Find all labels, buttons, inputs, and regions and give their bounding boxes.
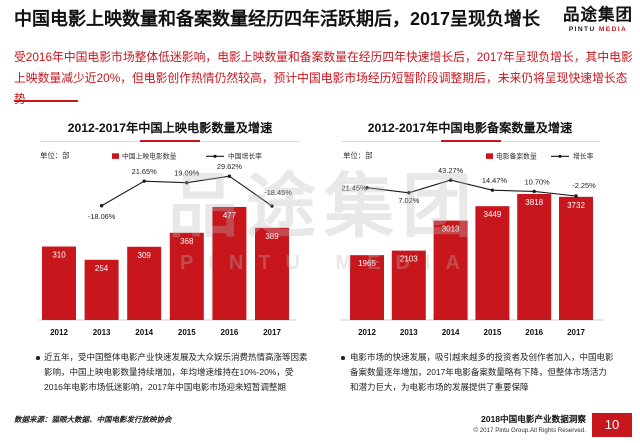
logo-sub-left: PINTU: [568, 26, 596, 33]
chart-title-right: 2012-2017年中国电影备案数量及增速: [367, 121, 573, 135]
year-label-2016: 2016: [525, 328, 543, 337]
growth-point: [532, 189, 536, 194]
bar-2013: [391, 250, 426, 320]
year-label-2012: 2012: [358, 328, 376, 337]
growth-line: [101, 175, 273, 207]
logo-sub-right: MEDIA: [598, 26, 628, 33]
bar-value-label: 2103: [400, 255, 418, 264]
year-label-2017: 2017: [567, 328, 585, 337]
growth-point: [270, 204, 274, 208]
brand-logo: 品途集团 PINTU MEDIA: [560, 5, 636, 34]
growth-point: [185, 181, 189, 185]
growth-rate-label: 29.62%: [217, 162, 242, 171]
growth-point: [490, 188, 495, 192]
growth-point: [365, 186, 369, 190]
bullet-text-left: 近五年，受中国整体电影产业快速发展及大众娱乐消费热情高涨等因素影响，中国上映电影…: [44, 352, 308, 392]
year-label-2013: 2013: [93, 328, 111, 337]
chart-title-accent-left: [140, 140, 200, 142]
chart-released-films: 单位：部 中国上映电影数量 中国增长率 310 2012 254 2013 309 201…: [38, 151, 296, 337]
chart-title-accent-right: [441, 140, 501, 142]
bar-2016: [212, 206, 247, 320]
bar-2012: [350, 255, 384, 320]
bullet-dot: [36, 356, 40, 360]
bar-value-label: 3818: [525, 198, 543, 207]
logo-sub-text: PINTU MEDIA: [560, 25, 636, 34]
bar-value-label: 254: [95, 264, 109, 273]
unit-label: 单位：部: [40, 151, 70, 160]
footer-copyright: © 2017 Pintu Group.All Rights Reserved.: [473, 427, 586, 434]
legend-line-label: 中国增长率: [228, 152, 262, 161]
bar-2012: [42, 246, 76, 320]
year-label-2012: 2012: [50, 328, 68, 337]
bar-2016: [517, 194, 552, 320]
legend-bar-swatch: [486, 153, 493, 159]
growth-rate-label: 10.70%: [525, 177, 550, 186]
bullet-text-right: 电影市场的快速发展，吸引越来越多的投资者及创作者加入，中国电影备案数量逐年增加，…: [350, 352, 614, 392]
legend-bar-swatch: [112, 153, 119, 159]
legend-line-marker: [213, 154, 217, 158]
year-label-2015: 2015: [178, 328, 196, 337]
year-label-2014: 2014: [442, 328, 460, 337]
growth-rate-label: 21.65%: [132, 167, 157, 176]
bar-2014: [127, 246, 162, 320]
bar-value-label: 309: [138, 251, 152, 260]
growth-point: [448, 178, 453, 182]
bar-value-label: 310: [52, 251, 66, 260]
logo-main-text: 品途集团: [563, 6, 633, 24]
growth-rate-label: -18.45%: [264, 188, 292, 197]
growth-point: [142, 179, 146, 183]
year-label-2015: 2015: [484, 328, 502, 337]
plot-area: 1965 2012 2103 2013 3013 2014 3449 2015 3818 2016…: [341, 166, 603, 337]
summary-paragraph: 受2016年中国电影市场整体低迷影响，电影上映数量和备案数量在经历四年快速增长后…: [14, 50, 633, 106]
year-label-2013: 2013: [400, 328, 418, 337]
growth-point: [227, 174, 232, 178]
growth-point: [574, 194, 578, 198]
legend-line-label: 增长率: [573, 152, 594, 161]
bar-value-label: 1965: [358, 259, 376, 268]
growth-point: [99, 204, 104, 208]
plot-area: 310 2012 254 2013 309 2014 368 2015 477 2016 389 20…: [38, 162, 296, 337]
year-label-2017: 2017: [263, 328, 281, 337]
bar-value-label: 3449: [484, 210, 502, 219]
legend-bar-label: 中国上映电影数量: [122, 152, 177, 161]
bullet-dot: [341, 356, 345, 360]
year-label-2014: 2014: [135, 328, 153, 337]
bar-2014: [433, 220, 468, 320]
bar-value-label: 389: [265, 232, 279, 241]
unit-label: 单位：部: [343, 151, 373, 160]
bar-2017: [559, 196, 593, 320]
growth-rate-label: 19.09%: [174, 169, 199, 178]
bar-value-label: 477: [223, 211, 237, 220]
growth-rate-label: 7.02%: [398, 196, 419, 205]
footer-info: 2018中国电影产业数据洞察 © 2017 Pintu Group.All Ri…: [420, 413, 586, 436]
page-number: 10: [592, 413, 632, 437]
footer-report-title: 2018中国电影产业数据洞察: [480, 414, 586, 424]
bar-value-label: 3732: [567, 201, 585, 210]
bar-value-label: 3013: [442, 225, 460, 234]
legend-line-marker: [558, 154, 562, 158]
growth-rate-label: 14.47%: [482, 176, 507, 185]
growth-rate-label: 43.27%: [438, 166, 463, 175]
legend-bar-label: 电影备案数量: [496, 152, 537, 161]
bar-2015: [475, 206, 510, 320]
chart-title-left: 2012-2017年中国上映电影数量及增速: [67, 121, 273, 135]
bar-2013: [84, 259, 119, 320]
growth-rate-label: 21.45%: [341, 184, 366, 193]
year-label-2016: 2016: [221, 328, 239, 337]
bar-value-label: 368: [180, 237, 194, 246]
growth-line: [366, 179, 577, 197]
data-source-note: 数据来源：猫眼大数据、中国电影发行放映协会: [14, 415, 172, 424]
bar-2015: [169, 232, 204, 320]
accent-divider: [14, 100, 78, 102]
bar-2017: [255, 227, 289, 320]
growth-rate-label: -18.06%: [88, 212, 116, 221]
page-title: 中国电影上映数量和备案数量经历四年活跃期后，2017呈现负增长: [14, 9, 541, 29]
growth-point: [407, 191, 411, 195]
chart-registered-films: 单位：部 电影备案数量 增长率 1965 2012 2103 2013 3013 2014…: [341, 151, 603, 337]
growth-rate-label: -2.25%: [572, 181, 596, 190]
